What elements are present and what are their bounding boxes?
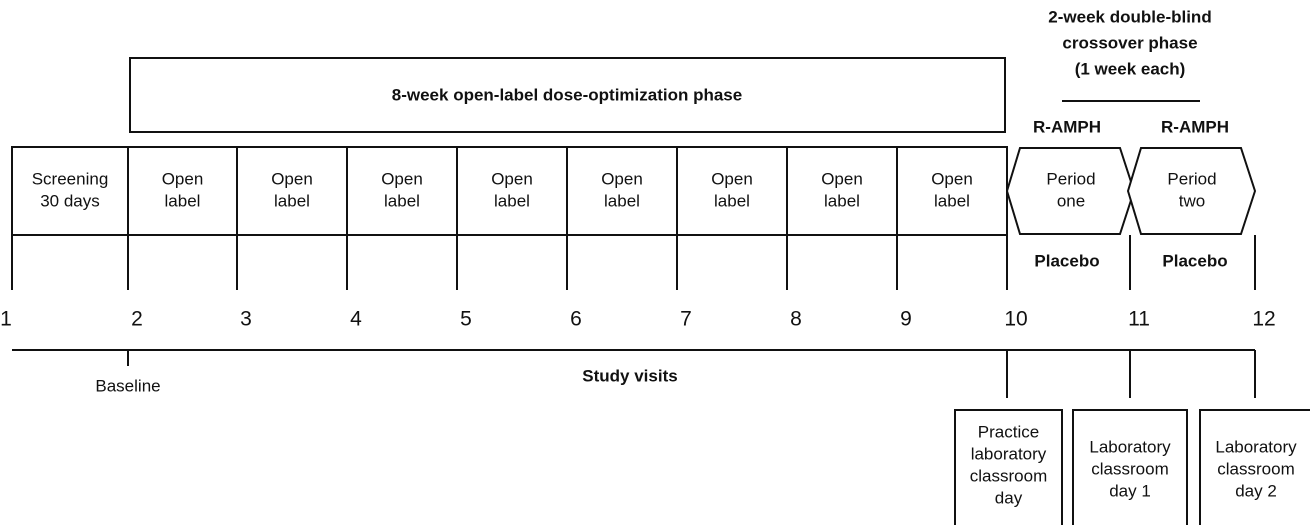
lab-day-box xyxy=(954,409,1063,525)
segment-label: Screening xyxy=(32,169,109,188)
lab-day-label: Laboratory xyxy=(1215,437,1297,456)
segment-label: label xyxy=(824,191,860,210)
placebo-label: Placebo xyxy=(1162,251,1227,270)
segment-label: Open xyxy=(491,169,533,188)
segment-label: label xyxy=(494,191,530,210)
treatment-label: R-AMPH xyxy=(1033,117,1101,136)
lab-day-label: classroom xyxy=(970,466,1047,485)
segment-label: label xyxy=(165,191,201,210)
segment-label: Open xyxy=(381,169,423,188)
segment-box xyxy=(676,146,788,236)
segment-label: Open xyxy=(711,169,753,188)
visit-number: 11 xyxy=(1128,308,1150,331)
period-hexagon xyxy=(1126,147,1257,235)
visit-number: 1 xyxy=(0,308,12,331)
lab-day-label: classroom xyxy=(1217,459,1294,478)
segment-label: Open xyxy=(162,169,204,188)
lab-day-label: classroom xyxy=(1091,459,1168,478)
segment-label: 30 days xyxy=(40,191,100,210)
lab-day-box xyxy=(1199,409,1310,525)
visit-number: 6 xyxy=(570,308,582,331)
baseline-label: Baseline xyxy=(95,376,160,395)
segment-box xyxy=(566,146,678,236)
visit-number: 3 xyxy=(240,308,252,331)
segment-label: Period xyxy=(1046,169,1095,188)
segment-label: Open xyxy=(601,169,643,188)
segment-label: label xyxy=(714,191,750,210)
open-label-phase-title: 8-week open-label dose-optimization phas… xyxy=(392,85,742,104)
open-label-phase-box xyxy=(129,57,1006,133)
segment-box xyxy=(456,146,568,236)
visit-number: 2 xyxy=(131,308,143,331)
placebo-label: Placebo xyxy=(1034,251,1099,270)
lab-day-label: day 2 xyxy=(1235,481,1277,500)
segment-label: label xyxy=(384,191,420,210)
segment-box xyxy=(896,146,1008,236)
segment-label: Open xyxy=(271,169,313,188)
segment-label: Period xyxy=(1167,169,1216,188)
visit-number: 12 xyxy=(1252,308,1275,331)
visit-number: 9 xyxy=(900,308,912,331)
segment-label: Open xyxy=(821,169,863,188)
period-hexagon xyxy=(1005,147,1136,235)
lab-day-label: Laboratory xyxy=(1089,437,1171,456)
segment-label: label xyxy=(274,191,310,210)
segment-label: Open xyxy=(931,169,973,188)
segment-label: label xyxy=(934,191,970,210)
timeline-label: Study visits xyxy=(582,366,677,385)
lab-day-label: day xyxy=(995,488,1023,507)
visit-number: 5 xyxy=(460,308,472,331)
visit-number: 8 xyxy=(790,308,802,331)
lab-day-box xyxy=(1072,409,1188,525)
crossover-title: 2-week double-blind xyxy=(1048,7,1211,26)
segment-box xyxy=(236,146,348,236)
lab-day-label: day 1 xyxy=(1109,481,1151,500)
segment-box xyxy=(346,146,458,236)
treatment-label: R-AMPH xyxy=(1161,117,1229,136)
lab-day-label: Practice xyxy=(978,422,1039,441)
visit-number: 4 xyxy=(350,308,362,331)
segment-label: label xyxy=(604,191,640,210)
crossover-title: crossover phase xyxy=(1062,33,1197,52)
visit-number: 10 xyxy=(1004,308,1027,331)
crossover-title: (1 week each) xyxy=(1075,59,1186,78)
segment-box xyxy=(786,146,898,236)
lab-day-label: laboratory xyxy=(971,444,1047,463)
visit-number: 7 xyxy=(680,308,692,331)
segment-label: one xyxy=(1057,191,1085,210)
segment-label: two xyxy=(1179,191,1205,210)
